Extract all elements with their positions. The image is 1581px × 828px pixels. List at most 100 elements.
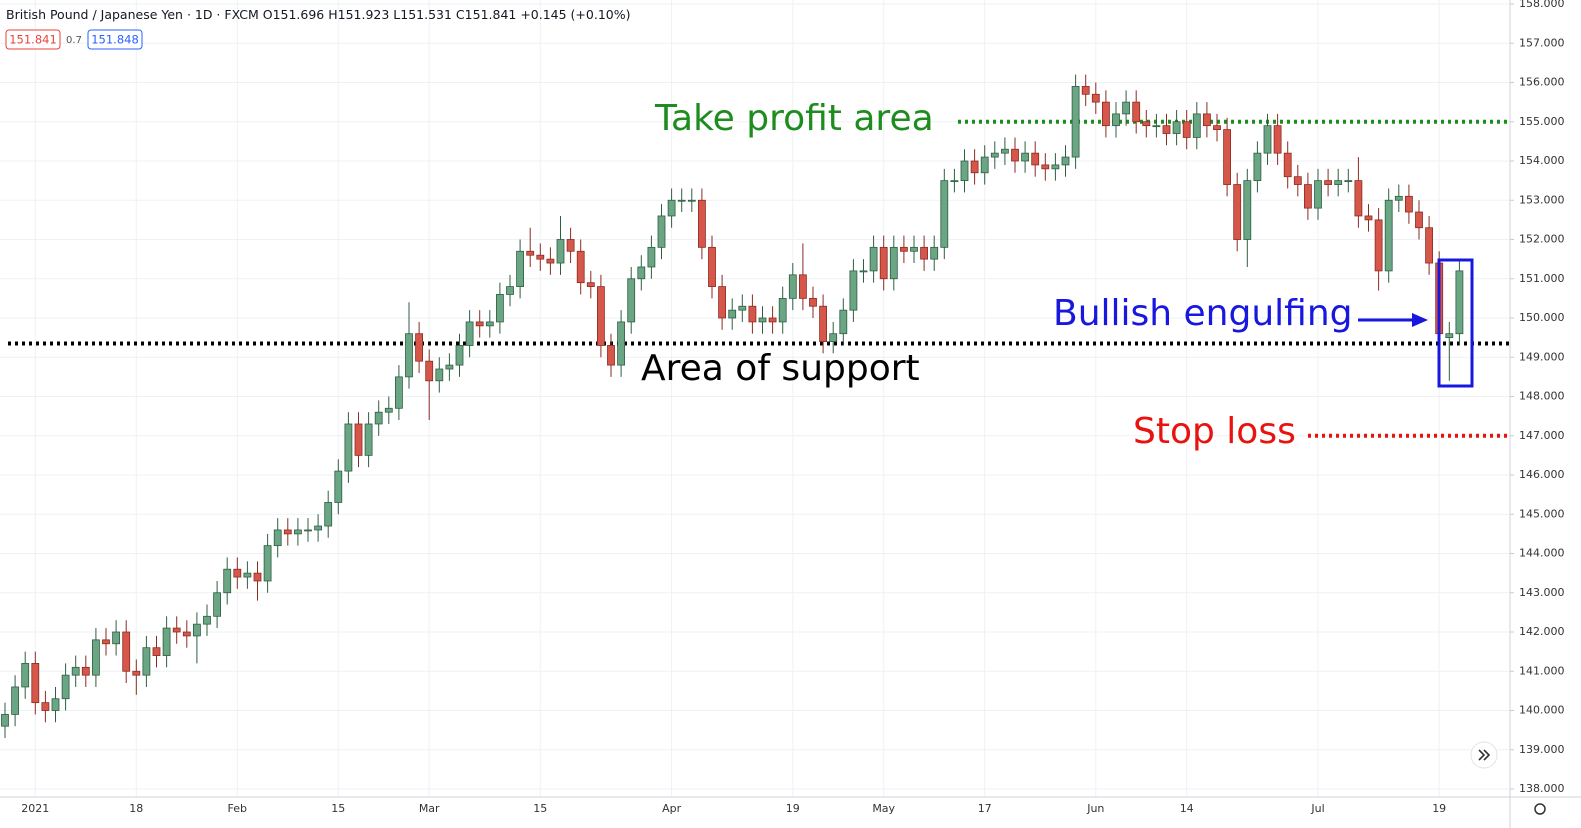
y-tick-label: 158.000 [1519, 0, 1565, 10]
candle-body [960, 160, 969, 182]
candle-body [597, 286, 605, 346]
candle-body [869, 246, 878, 272]
x-tick-label: Mar [419, 802, 440, 815]
candle-body [61, 674, 70, 700]
candle-body [213, 592, 222, 617]
candle-body [1071, 86, 1080, 158]
y-tick-label: 152.000 [1519, 233, 1565, 246]
candle-body [1031, 152, 1040, 166]
candle-body [617, 321, 625, 366]
candle-body [314, 525, 323, 531]
candle-body [677, 199, 686, 202]
candle-body [1273, 125, 1282, 154]
candle-body [324, 502, 333, 527]
candle-body [233, 568, 242, 578]
candle-body [788, 274, 797, 299]
candle-body [950, 180, 959, 183]
grid [0, 0, 1510, 797]
candle-body [1455, 270, 1464, 335]
candle-body [1192, 113, 1201, 138]
candle-body [930, 246, 939, 260]
candle-body [1394, 195, 1403, 201]
candle-body [425, 360, 434, 382]
x-tick-label: 2021 [21, 802, 49, 815]
candle-body [748, 305, 757, 323]
y-tick-label: 142.000 [1519, 625, 1565, 638]
axes: 158.000 157.000 156.000 155.000 154.000 153.0… [21, 0, 1564, 815]
candle-body [1091, 93, 1100, 103]
candle-body [627, 278, 636, 323]
candle-body [445, 364, 454, 370]
x-tick-label: 19 [1432, 802, 1446, 815]
candle-body [182, 631, 191, 637]
candle-body [556, 239, 565, 264]
candle-body [1344, 180, 1353, 183]
candle-body [1354, 180, 1363, 217]
candle-body [112, 631, 120, 645]
candle-body [900, 246, 908, 252]
candle-body [698, 199, 706, 248]
y-tick-label: 154.000 [1519, 154, 1565, 167]
candle-body [1061, 156, 1070, 166]
candle-body [132, 670, 141, 676]
arrow-head [1412, 313, 1428, 327]
candle-body [768, 317, 777, 323]
candle-body [102, 639, 110, 645]
candle-body [455, 345, 464, 366]
candle-body [819, 305, 827, 342]
candle-body [384, 407, 393, 413]
candle-body [1081, 86, 1090, 95]
candle-body [1, 714, 9, 727]
candle-body [203, 615, 211, 625]
candle-body [253, 572, 262, 582]
candle-body [1324, 180, 1332, 185]
candle-body [1001, 148, 1009, 154]
candle-body [1142, 121, 1151, 127]
candle-body [758, 317, 767, 323]
candle-body [809, 297, 817, 307]
ask-price: 151.848 [91, 33, 139, 47]
candle-body [1223, 129, 1231, 185]
y-tick-label: 138.000 [1519, 782, 1565, 795]
candle-body [718, 286, 726, 319]
candle-body [92, 639, 100, 676]
y-tick-label: 155.000 [1519, 115, 1565, 128]
x-tick-label: 15 [331, 802, 345, 815]
settings-button[interactable] [1534, 803, 1546, 815]
candle-body [1203, 113, 1211, 127]
candle-body [920, 246, 928, 260]
levels [8, 119, 1510, 438]
candle-body [1263, 125, 1272, 154]
y-tick-label: 150.000 [1519, 311, 1565, 324]
candle-body [465, 321, 474, 346]
candle-body [243, 572, 252, 578]
bid-price: 151.841 [9, 33, 57, 47]
candle-body [990, 152, 999, 158]
candle-body [51, 698, 60, 711]
x-tick-label: 19 [786, 802, 800, 815]
candle-body [1384, 199, 1393, 272]
candle-body [566, 239, 575, 252]
y-tick-label: 143.000 [1519, 586, 1565, 599]
candle-body [799, 274, 807, 299]
candle-body [405, 333, 413, 378]
candle-body [1283, 152, 1292, 178]
candle-body [1415, 211, 1423, 229]
candle-body [1314, 180, 1322, 209]
candle-body [849, 270, 858, 311]
level-label: Area of support [641, 348, 920, 389]
candle-body [1253, 152, 1262, 182]
ohlc: O151.696 H151.923 L151.531 C151.841 +0.1… [263, 7, 631, 22]
candle-body [374, 411, 383, 425]
y-tick-label: 153.000 [1519, 193, 1565, 206]
x-tick-label: Feb [228, 802, 247, 815]
candle-body [1112, 113, 1120, 127]
candle-body [829, 333, 838, 342]
candle-body [1213, 125, 1221, 131]
candle-body [415, 333, 424, 362]
candle-body [273, 529, 282, 547]
candle-body [21, 663, 30, 688]
candle-body [162, 627, 171, 656]
candle-body [536, 254, 545, 260]
